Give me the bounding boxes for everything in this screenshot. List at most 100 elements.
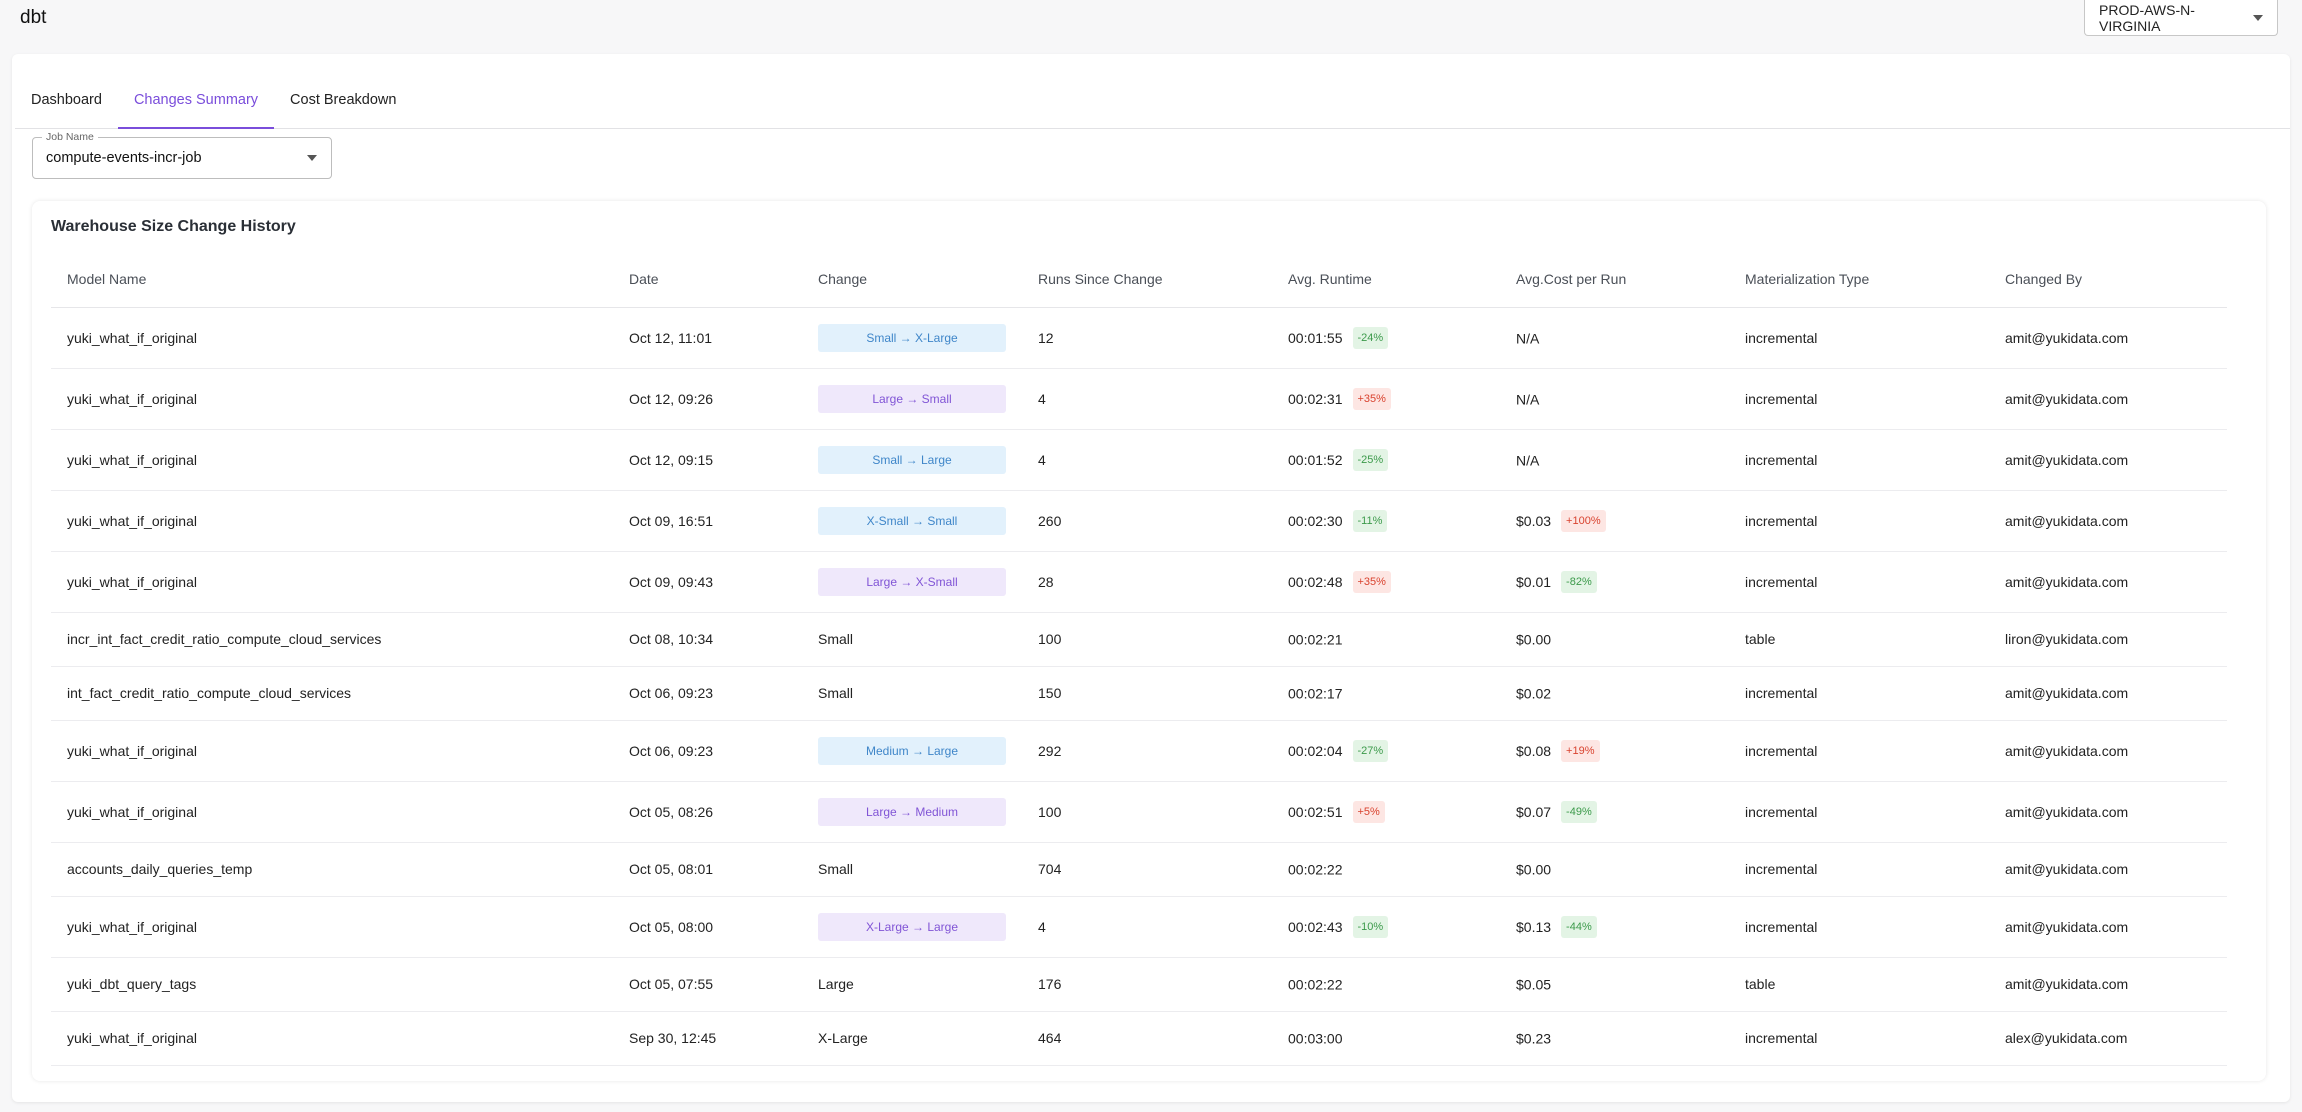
cost-cell: $0.08 +19% [1500, 720, 1729, 782]
runtime-cell: 00:02:51 +5% [1272, 781, 1500, 843]
runs-cell: 4 [1022, 429, 1272, 491]
date-cell: Oct 05, 08:00 [613, 896, 802, 958]
model-name-cell: yuki_dbt_query_tags [51, 957, 613, 1012]
column-header: Avg. Runtime [1272, 251, 1500, 308]
table-row[interactable]: yuki_what_if_original Sep 30, 12:45 X-Larg… [51, 1011, 2227, 1066]
model-name-cell: yuki_what_if_original [51, 429, 613, 491]
date-cell: Oct 05, 08:01 [613, 842, 802, 897]
materialization-cell: incremental [1729, 551, 1989, 613]
column-header: Date [613, 251, 802, 308]
cost-cell: $0.00 [1500, 612, 1729, 667]
size-change-badge: Small → X-Large [818, 323, 1006, 352]
date-cell: Oct 06, 09:23 [613, 666, 802, 721]
tab-bar: Dashboard Changes Summary Cost Breakdown [15, 72, 2290, 129]
job-name-select[interactable]: Job Name compute-events-incr-job [32, 131, 332, 179]
cost-value: $0.02 [1516, 685, 1552, 702]
table-row[interactable]: yuki_what_if_original Oct 09, 09:43 Large … [51, 551, 2227, 613]
change-cell: Large [802, 957, 1022, 1012]
column-header: Materialization Type [1729, 251, 1989, 308]
cost-cell: $0.01 -82% [1500, 551, 1729, 613]
runs-cell: 100 [1022, 781, 1272, 843]
cost-value: $0.00 [1516, 861, 1552, 878]
cost-cell: $0.00 [1500, 842, 1729, 897]
cost-cell: $0.05 [1500, 957, 1729, 1012]
changed-by-cell: amit@yukidata.com [1989, 842, 2227, 897]
table-row[interactable]: incr_int_fact_credit_ratio_compute_cloud… [51, 612, 2227, 667]
change-cell: Large → Medium [802, 781, 1022, 843]
change-cell: Large → X-Small [802, 551, 1022, 613]
model-name-cell: accounts_daily_queries_temp [51, 842, 613, 897]
cost-cell: $0.03 +100% [1500, 490, 1729, 552]
size-change-badge: Large → Medium [818, 797, 1006, 826]
runtime-cell: 00:02:22 [1272, 957, 1500, 1012]
runs-cell: 176 [1022, 957, 1272, 1012]
cost-delta-badge: +100% [1561, 509, 1606, 532]
tab-dashboard[interactable]: Dashboard [31, 91, 102, 108]
table-row[interactable]: yuki_what_if_original Oct 12, 09:26 Large … [51, 368, 2227, 430]
table-row[interactable]: yuki_what_if_original Oct 09, 16:51 X-Smal… [51, 490, 2227, 552]
size-change-badge: X-Small → Small [818, 506, 1006, 535]
runtime-cell: 00:02:21 [1272, 612, 1500, 667]
main-panel: Dashboard Changes Summary Cost Breakdown J… [12, 54, 2290, 1102]
model-name-cell: int_fact_credit_ratio_compute_cloud_serv… [51, 666, 613, 721]
table-row[interactable]: yuki_what_if_original Oct 05, 08:26 Large … [51, 781, 2227, 843]
cost-value: N/A [1516, 391, 1540, 408]
cost-delta-badge: +19% [1561, 739, 1600, 762]
job-name-label: Job Name [42, 131, 98, 143]
environment-select[interactable]: PROD-AWS-N-VIRGINIA [2084, 0, 2278, 36]
table-row[interactable]: yuki_what_if_original Oct 05, 08:00 X-Larg… [51, 896, 2227, 958]
table-row[interactable]: accounts_daily_queries_temp Oct 05, 08:01… [51, 842, 2227, 897]
date-cell: Oct 09, 09:43 [613, 551, 802, 613]
runtime-cell: 00:02:30 -11% [1272, 490, 1500, 552]
app-title: dbt [20, 7, 47, 28]
cost-cell: $0.02 [1500, 666, 1729, 721]
cost-value: $0.08 [1516, 742, 1552, 759]
runs-cell: 150 [1022, 666, 1272, 721]
changed-by-cell: amit@yukidata.com [1989, 781, 2227, 843]
changed-by-cell: amit@yukidata.com [1989, 666, 2227, 721]
runtime-value: 00:03:00 [1288, 1030, 1343, 1047]
runtime-delta-badge: +35% [1352, 387, 1391, 410]
table-row[interactable]: yuki_what_if_original Oct 12, 09:15 Small … [51, 429, 2227, 491]
tab-changes-summary[interactable]: Changes Summary [117, 72, 275, 129]
model-name-cell: incr_int_fact_credit_ratio_compute_cloud… [51, 612, 613, 667]
changed-by-cell: liron@yukidata.com [1989, 612, 2227, 667]
runtime-value: 00:02:30 [1288, 512, 1343, 529]
cost-cell: $0.23 [1500, 1011, 1729, 1066]
cost-cell: $0.13 -44% [1500, 896, 1729, 958]
materialization-cell: table [1729, 612, 1989, 667]
runtime-value: 00:01:55 [1288, 329, 1343, 346]
runtime-value: 00:02:21 [1288, 631, 1343, 648]
model-name-cell: yuki_what_if_original [51, 368, 613, 430]
change-cell: Medium → Large [802, 720, 1022, 782]
runtime-delta-badge: +35% [1352, 570, 1391, 593]
size-change-badge: Medium → Large [818, 736, 1006, 765]
runtime-cell: 00:03:00 [1272, 1011, 1500, 1066]
change-cell: Small [802, 666, 1022, 721]
cost-cell: $0.07 -49% [1500, 781, 1729, 843]
model-name-cell: yuki_what_if_original [51, 781, 613, 843]
chevron-down-icon [307, 155, 317, 161]
table-row[interactable]: yuki_what_if_original Oct 06, 09:23 Medium… [51, 720, 2227, 782]
runtime-value: 00:02:22 [1288, 976, 1343, 993]
table-row[interactable]: yuki_what_if_original Oct 12, 11:01 Small … [51, 307, 2227, 369]
materialization-cell: incremental [1729, 490, 1989, 552]
column-header: Runs Since Change [1022, 251, 1272, 308]
table-row[interactable]: int_fact_credit_ratio_compute_cloud_serv… [51, 666, 2227, 721]
column-header: Avg.Cost per Run [1500, 251, 1729, 308]
runtime-value: 00:02:17 [1288, 685, 1343, 702]
change-cell: Small [802, 842, 1022, 897]
date-cell: Oct 09, 16:51 [613, 490, 802, 552]
model-name-cell: yuki_what_if_original [51, 490, 613, 552]
table-row[interactable]: yuki_dbt_query_tags Oct 05, 07:55 Large 176… [51, 957, 2227, 1012]
tab-cost-breakdown[interactable]: Cost Breakdown [290, 91, 397, 108]
size-change-badge: Large → X-Small [818, 567, 1006, 596]
runs-cell: 704 [1022, 842, 1272, 897]
date-cell: Oct 12, 09:26 [613, 368, 802, 430]
runtime-cell: 00:02:43 -10% [1272, 896, 1500, 958]
runtime-value: 00:02:31 [1288, 390, 1343, 407]
changed-by-cell: amit@yukidata.com [1989, 429, 2227, 491]
runtime-cell: 00:01:55 -24% [1272, 307, 1500, 369]
change-cell: Small [802, 612, 1022, 667]
cost-value: N/A [1516, 330, 1540, 347]
